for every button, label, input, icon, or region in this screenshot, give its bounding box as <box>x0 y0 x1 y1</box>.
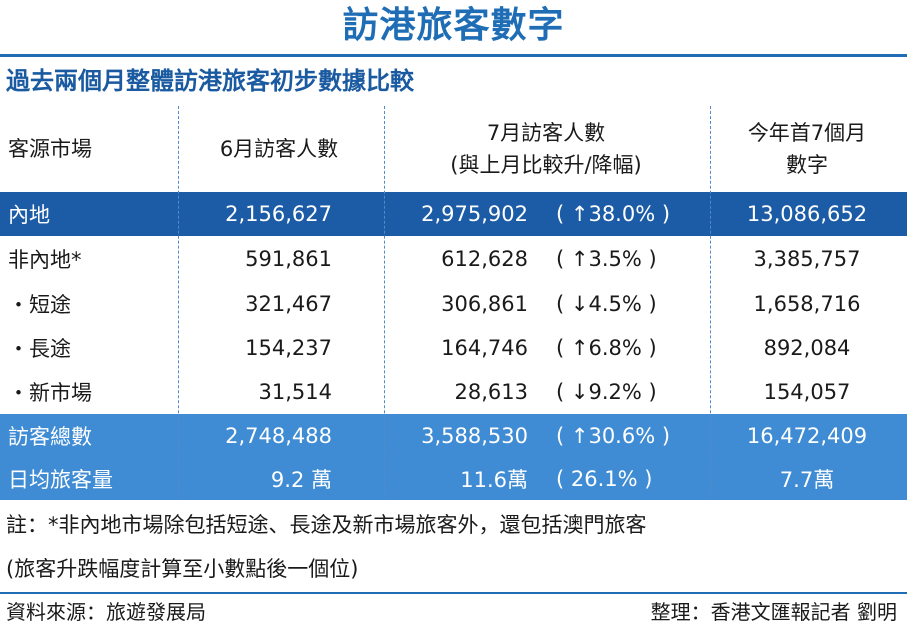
table-row: 內地 2,156,627 2,975,902( ↑38.0% ) 13,086,… <box>0 192 907 236</box>
header-ytd: 今年首7個月 數字 <box>747 121 867 177</box>
table-row-total: 訪客總數 2,748,488 3,588,530( ↑30.6% ) 16,47… <box>0 414 907 458</box>
table-header: 客源市場 6月訪客人數 7月訪客人數 (與上月比較升/降幅) 今年首7個月 數字 <box>0 106 907 192</box>
column-divider <box>710 106 711 498</box>
header-market: 客源市場 <box>8 137 92 161</box>
page-title: 訪港旅客數字 <box>342 4 565 46</box>
table-row: ・短途 321,467 306,861( ↓4.5% ) 1,658,716 <box>8 292 861 317</box>
title-divider <box>0 54 907 57</box>
footer-divider <box>0 592 907 594</box>
table-row: ・長途 154,237 164,746( ↑6.8% ) 892,084 <box>8 336 851 361</box>
table-row: 非內地* 591,861 612,628( ↑3.5% ) 3,385,757 <box>8 247 861 272</box>
header-june: 6月訪客人數 <box>219 137 339 161</box>
note-line-1: 註：*非內地市場除包括短途、長途及新市場旅客外，還包括澳門旅客 <box>6 513 647 537</box>
note-line-2: (旅客升跌幅度計算至小數點後一個位) <box>6 557 359 581</box>
column-divider <box>384 106 385 498</box>
subtitle: 過去兩個月整體訪港旅客初步數據比較 <box>6 67 414 95</box>
header-july: 7月訪客人數 (與上月比較升/降幅) <box>450 121 642 177</box>
table-row-daily: 日均旅客量 9.2 萬 11.6萬( 26.1% ) 7.7萬 <box>0 458 907 500</box>
author-credit: 整理：香港文匯報記者 劉明 <box>650 600 897 624</box>
source-credit: 資料來源：旅遊發展局 <box>6 600 206 624</box>
table-row: ・新市場 31,514 28,613( ↓9.2% ) 154,057 <box>8 380 851 405</box>
column-divider <box>178 106 179 498</box>
